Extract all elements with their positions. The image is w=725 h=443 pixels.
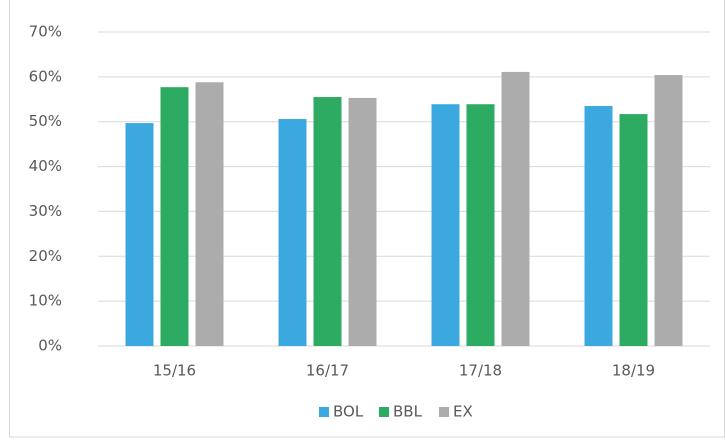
y-tick-label: 70% xyxy=(29,23,62,41)
y-tick-label: 60% xyxy=(29,67,62,85)
bar xyxy=(466,104,495,346)
legend-label: EX xyxy=(453,403,473,421)
legend-swatch xyxy=(379,407,389,417)
x-tick-label: 18/19 xyxy=(612,362,655,380)
bar xyxy=(313,97,342,347)
bar xyxy=(501,71,530,347)
bar xyxy=(619,114,648,347)
x-tick-label: 15/16 xyxy=(153,362,196,380)
bar xyxy=(654,75,683,346)
y-tick-label: 20% xyxy=(29,247,62,265)
legend-swatch xyxy=(439,407,449,417)
bar xyxy=(160,87,189,346)
legend-label: BOL xyxy=(333,403,364,421)
bar xyxy=(584,106,613,346)
x-tick-label: 17/18 xyxy=(459,362,502,380)
bar xyxy=(195,82,224,347)
bar xyxy=(431,104,460,346)
bar xyxy=(348,97,377,346)
y-tick-label: 30% xyxy=(29,202,62,220)
y-tick-label: 50% xyxy=(29,112,62,130)
bar xyxy=(278,119,307,346)
legend-swatch xyxy=(319,407,329,417)
y-tick-label: 10% xyxy=(29,292,62,310)
x-tick-label: 16/17 xyxy=(306,362,349,380)
bar xyxy=(125,123,154,346)
legend-label: BBL xyxy=(393,403,423,421)
y-tick-label: 40% xyxy=(29,157,62,175)
y-tick-label: 0% xyxy=(38,337,62,355)
